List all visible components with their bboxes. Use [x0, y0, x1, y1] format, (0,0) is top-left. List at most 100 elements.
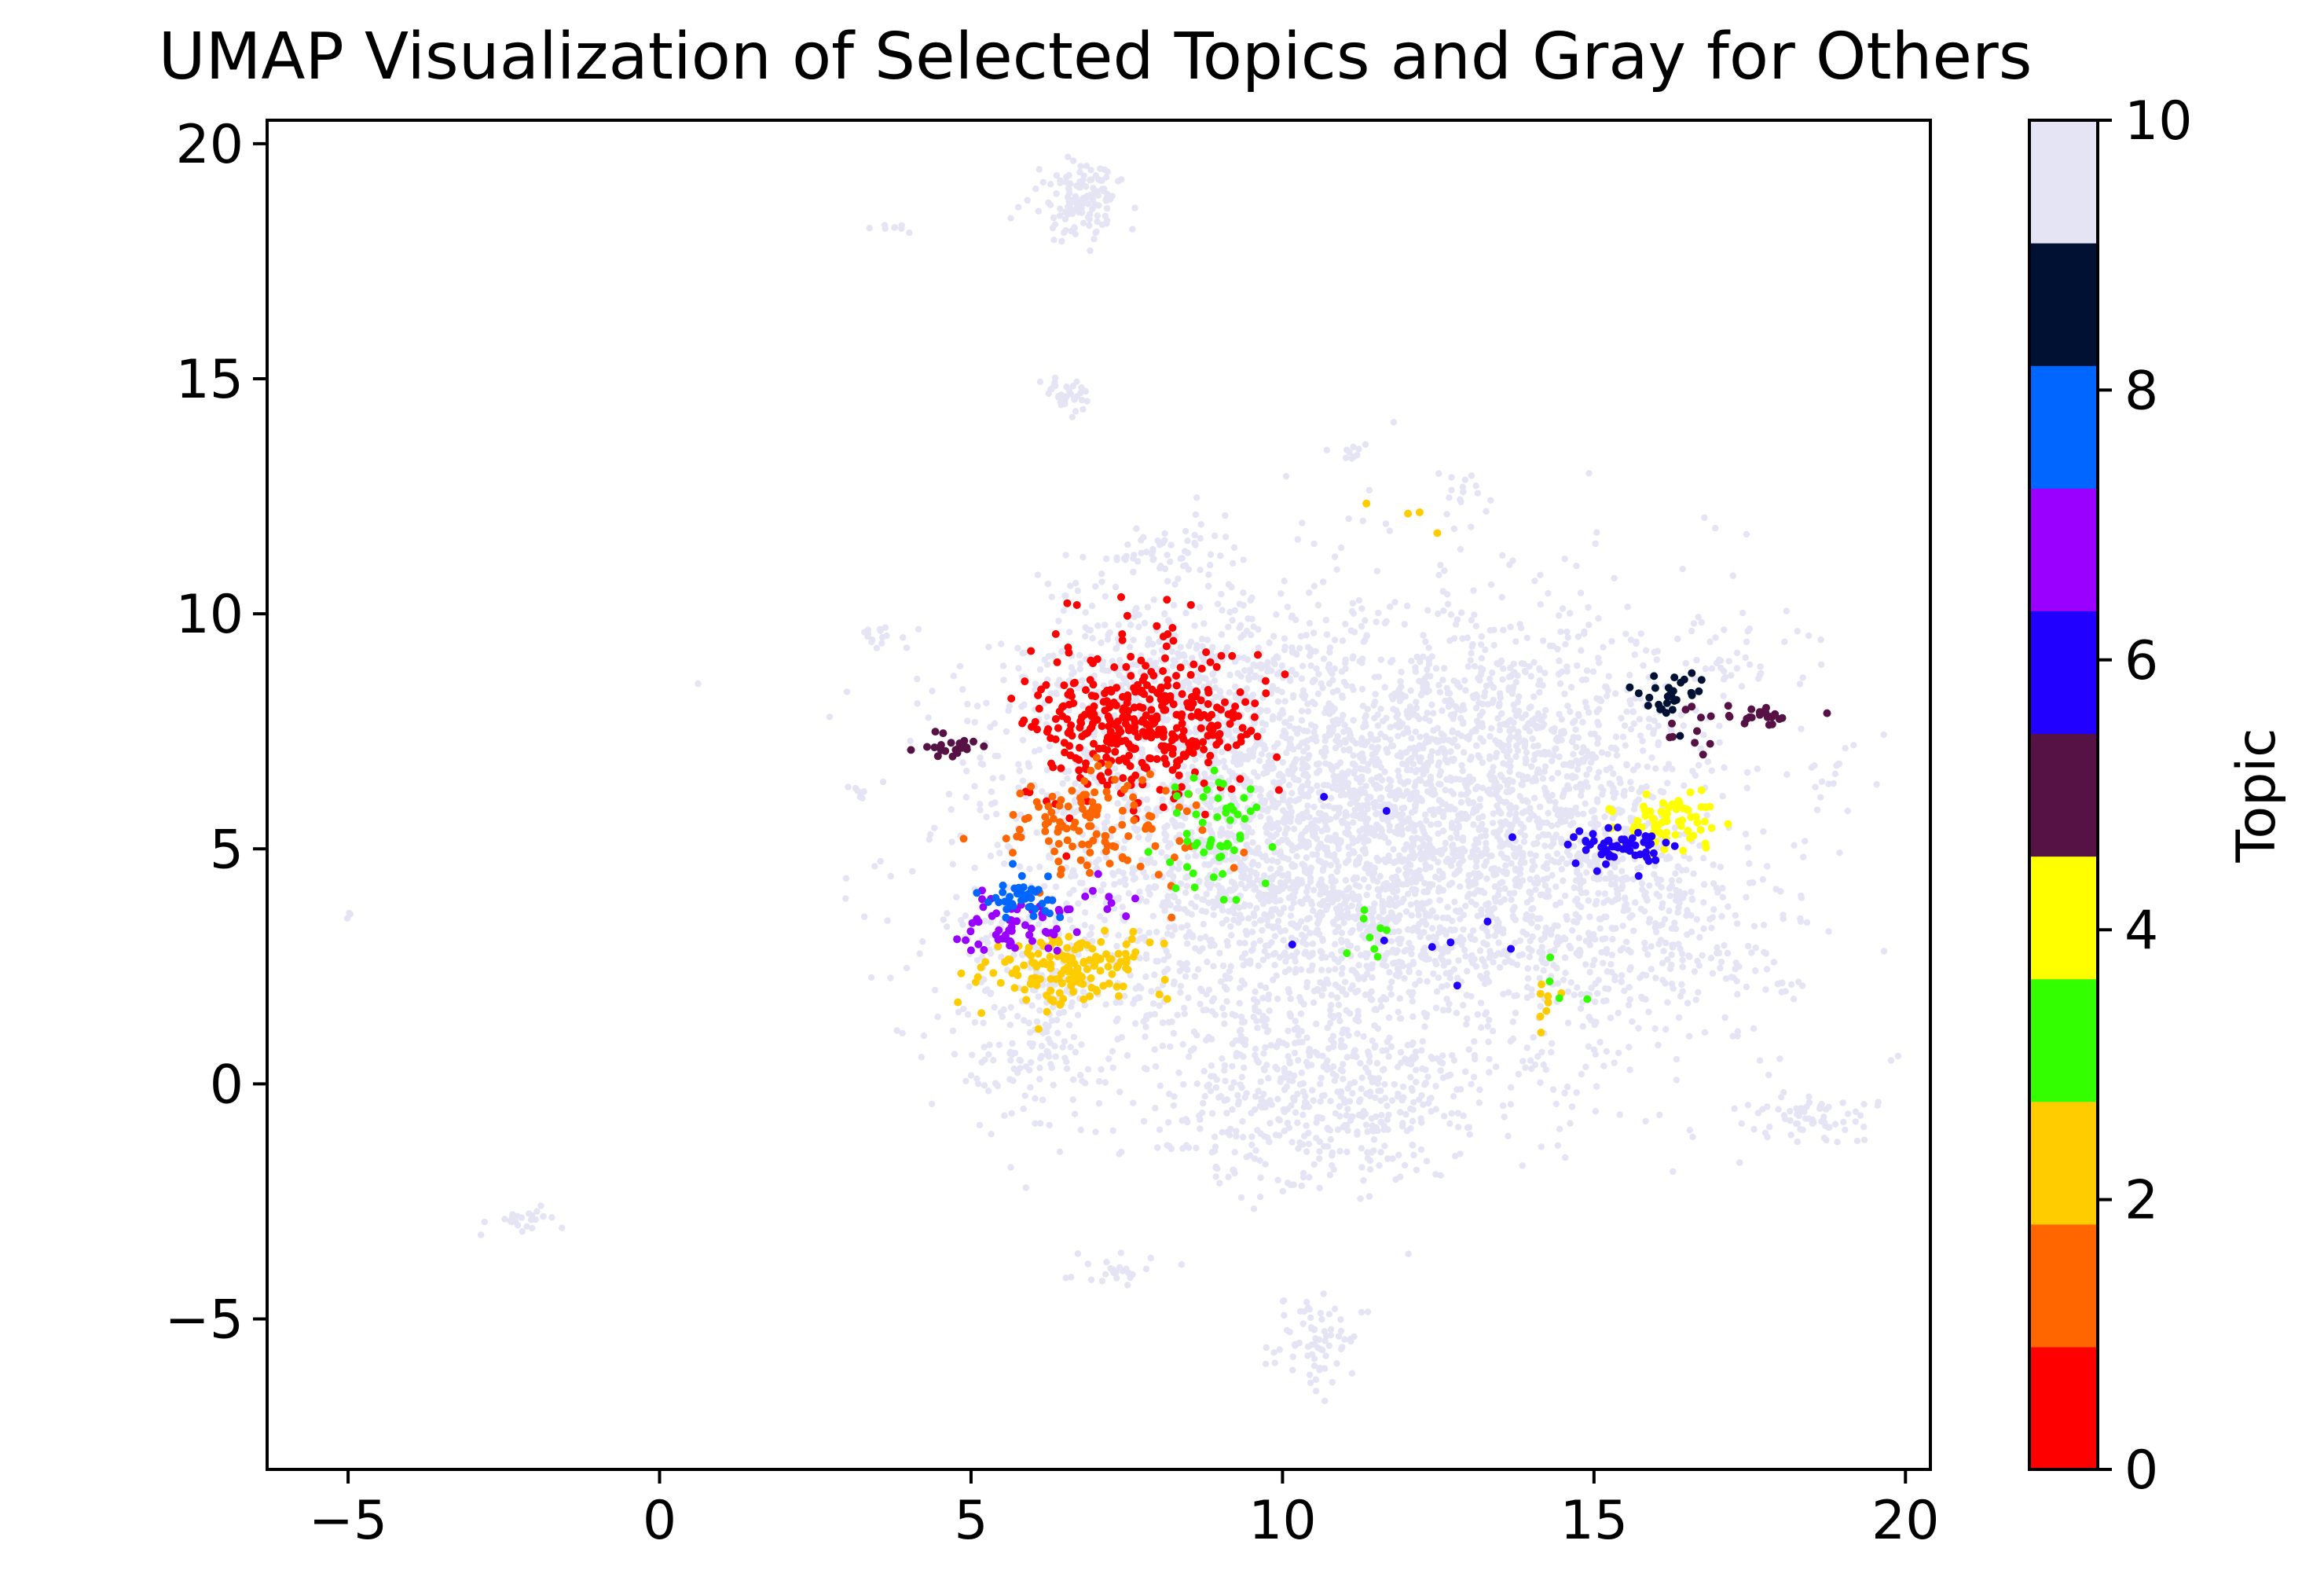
- scatter-point-topic-10: [1142, 873, 1150, 881]
- scatter-point-topic-10: [1210, 773, 1217, 780]
- scatter-point-topic-10: [1098, 639, 1105, 647]
- scatter-point-topic-10: [1079, 702, 1087, 710]
- scatter-point-topic-10: [1627, 779, 1634, 786]
- scatter-point-topic-10: [1338, 955, 1345, 962]
- scatter-point-topic-10: [971, 718, 978, 726]
- scatter-point-topic-10: [1496, 783, 1504, 790]
- scatter-point-topic-10: [1464, 663, 1472, 670]
- scatter-point-topic-10: [1332, 831, 1340, 838]
- scatter-point-topic-10: [1441, 665, 1448, 672]
- scatter-point-topic-10: [1428, 1055, 1436, 1062]
- scatter-point-topic-10: [1232, 1012, 1239, 1019]
- scatter-point-topic-10: [1177, 644, 1184, 651]
- scatter-point-topic-10: [1700, 732, 1707, 739]
- scatter-point-topic-10: [1398, 695, 1406, 702]
- scatter-point-topic-10: [1240, 962, 1247, 969]
- scatter-point-topic-10: [1505, 957, 1512, 964]
- scatter-point-topic-10: [1388, 910, 1395, 917]
- scatter-point-topic-10: [1333, 716, 1340, 724]
- scatter-point-topic-10: [1257, 740, 1264, 747]
- scatter-point-topic-10: [1266, 639, 1273, 647]
- scatter-point-topic-10: [1507, 763, 1514, 770]
- scatter-point-topic-10: [1144, 805, 1152, 813]
- scatter-point-topic-10: [1305, 1140, 1313, 1148]
- scatter-point-topic-10: [1138, 750, 1146, 757]
- scatter-point-topic-10: [1561, 556, 1568, 563]
- scatter-point-topic-10: [1224, 732, 1232, 739]
- scatter-point-topic-10: [1156, 1002, 1163, 1010]
- scatter-point-topic-10: [1235, 919, 1242, 926]
- scatter-point-topic-10: [1243, 1090, 1250, 1097]
- scatter-point-topic-10: [1595, 614, 1602, 622]
- scatter-point-topic-10: [1604, 750, 1611, 757]
- scatter-point-topic-10: [1420, 680, 1427, 688]
- scatter-point-topic-10: [1386, 969, 1393, 976]
- scatter-point-topic-10: [1553, 941, 1561, 948]
- scatter-point-topic-10: [1131, 607, 1138, 614]
- scatter-point-topic-10: [884, 917, 891, 924]
- scatter-point-topic-10: [1266, 1007, 1273, 1014]
- scatter-point-topic-10: [1528, 763, 1535, 770]
- scatter-point-topic-10: [1564, 634, 1571, 641]
- scatter-point-topic-10: [1673, 1077, 1680, 1084]
- scatter-point-topic-10: [1276, 954, 1284, 961]
- scatter-point-topic-10: [1146, 636, 1153, 643]
- scatter-point-topic-10: [1530, 756, 1538, 764]
- scatter-point-topic-10: [1025, 760, 1032, 767]
- scatter-point-topic-10: [1482, 646, 1489, 654]
- scatter-point-topic-10: [1065, 768, 1072, 775]
- scatter-point-topic-10: [1450, 841, 1457, 849]
- scatter-point-topic-10: [925, 714, 932, 721]
- scatter-point-topic-10: [1469, 809, 1477, 816]
- scatter-point-topic-10: [1310, 999, 1318, 1007]
- scatter-point-topic-10: [1507, 826, 1515, 833]
- scatter-point-topic-10: [1556, 1125, 1563, 1132]
- scatter-point-topic-10: [1358, 622, 1365, 630]
- scatter-point-topic-10: [1177, 989, 1184, 996]
- scatter-point-topic-10: [1206, 860, 1213, 868]
- scatter-point-topic-10: [1530, 658, 1538, 666]
- scatter-point-topic-10: [1324, 902, 1332, 910]
- scatter-point-topic-10: [1356, 925, 1363, 933]
- scatter-point-topic-10: [1556, 710, 1563, 717]
- scatter-point-topic-10: [1625, 1001, 1633, 1009]
- scatter-point-topic-10: [1102, 854, 1110, 861]
- scatter-point-topic-10: [1228, 584, 1235, 591]
- scatter-point-topic-10: [1124, 1052, 1131, 1059]
- scatter-point-topic-10: [1316, 1155, 1323, 1162]
- scatter-point-topic-10: [1428, 748, 1436, 755]
- scatter-point-topic-10: [914, 700, 921, 707]
- scatter-point-topic-10: [1346, 734, 1353, 742]
- scatter-point-topic-10: [1358, 776, 1365, 783]
- scatter-point-topic-10: [1448, 926, 1456, 934]
- scatter-point-topic-10: [1178, 924, 1186, 931]
- scatter-point-topic-10: [1427, 773, 1435, 780]
- scatter-point-topic-10: [1313, 665, 1320, 672]
- scatter-point-topic-10: [1262, 853, 1269, 860]
- scatter-point-topic-10: [1611, 574, 1618, 581]
- scatter-point-topic-10: [1273, 611, 1280, 618]
- scatter-point-topic-10: [1449, 917, 1456, 925]
- scatter-point-topic-10: [1281, 578, 1288, 585]
- scatter-point-topic-10: [1472, 622, 1480, 629]
- scatter-point-topic-10: [1098, 887, 1105, 894]
- scatter-point-topic-10: [1304, 1062, 1311, 1069]
- scatter-point-topic-10: [1389, 946, 1397, 954]
- scatter-point-topic-10: [1502, 820, 1509, 827]
- scatter-point-topic-10: [1536, 666, 1543, 673]
- scatter-point-topic-10: [967, 1072, 975, 1079]
- scatter-point-topic-10: [1501, 885, 1508, 893]
- scatter-point-topic-10: [1363, 891, 1370, 899]
- scatter-point-topic-10: [1332, 966, 1339, 973]
- scatter-point-topic-10: [1497, 850, 1505, 857]
- scatter-point-topic-10: [1382, 520, 1390, 527]
- scatter-point-topic-10: [1383, 996, 1390, 1003]
- scatter-point-topic-10: [1407, 901, 1414, 908]
- scatter-point-topic-10: [1365, 868, 1373, 875]
- scatter-point-topic-10: [1123, 679, 1130, 686]
- scatter-point-topic-10: [1445, 1007, 1452, 1014]
- scatter-point-topic-10: [1174, 1011, 1181, 1018]
- scatter-point-topic-10: [1016, 767, 1023, 775]
- scatter-point-topic-10: [907, 737, 914, 745]
- scatter-point-topic-10: [1191, 973, 1199, 980]
